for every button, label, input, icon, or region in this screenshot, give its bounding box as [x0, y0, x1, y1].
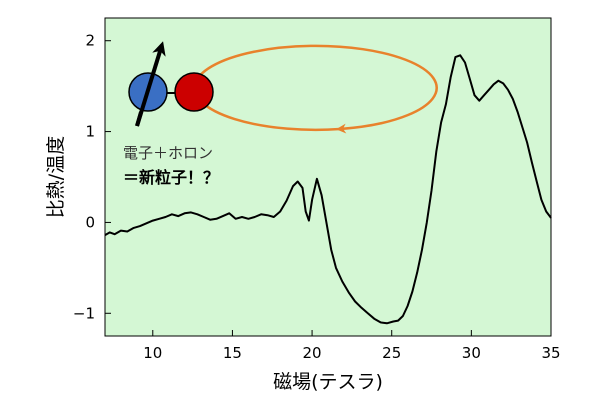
- annotation-line2: ＝新粒子！？: [123, 168, 219, 187]
- y-tick-label: −1: [73, 304, 95, 322]
- y-tick-label: 0: [85, 213, 95, 231]
- x-axis-ticks: 10 15 20 25 30 35: [143, 330, 561, 362]
- plot-frame: [104, 17, 552, 337]
- spin-arrow-tail: [135, 111, 143, 127]
- annotation-line1: 電子＋ホロン: [123, 144, 213, 162]
- hole-circle: [174, 72, 214, 112]
- x-axis-title: 磁場(テスラ): [273, 371, 383, 393]
- series-line: [104, 54, 552, 325]
- orbit-ellipse: [193, 44, 438, 134]
- y-tick-label: 1: [85, 123, 95, 141]
- x-tick-label: 30: [462, 344, 481, 362]
- x-tick-label: 10: [143, 344, 162, 362]
- x-tick-label: 35: [541, 344, 560, 362]
- exciton-illustration: [128, 41, 438, 134]
- x-tick-label: 25: [382, 344, 401, 362]
- y-axis-title: 比熱/温度: [45, 136, 67, 218]
- x-tick-label: 15: [223, 344, 242, 362]
- y-tick-label: 2: [85, 32, 95, 50]
- y-axis-ticks: −1 0 1 2: [73, 32, 111, 322]
- x-tick-label: 20: [303, 344, 322, 362]
- plot-background: [105, 18, 551, 336]
